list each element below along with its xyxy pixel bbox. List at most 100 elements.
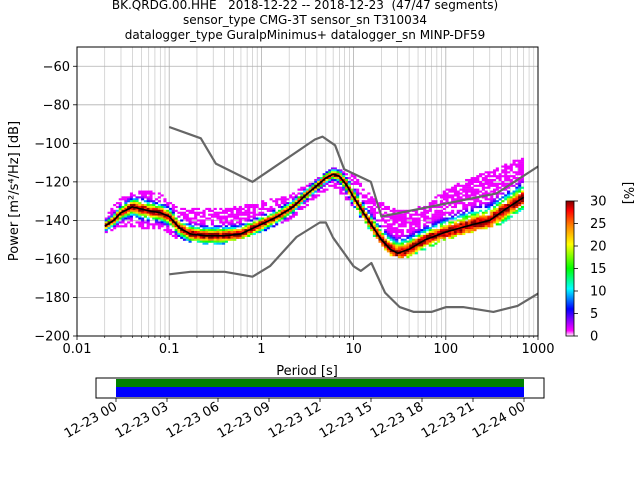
heatmap-cell <box>509 211 513 214</box>
heatmap-cell <box>403 254 407 257</box>
heatmap-cell <box>425 217 430 220</box>
heatmap-cell <box>498 177 502 180</box>
heatmap-cell <box>487 221 491 224</box>
heatmap-cell <box>495 167 499 170</box>
heatmap-cell <box>157 227 161 230</box>
heatmap-cell <box>208 238 212 241</box>
heatmap-cell <box>138 196 142 199</box>
heatmap-cell <box>400 221 404 224</box>
heatmap-cell <box>222 211 226 214</box>
heatmap-cell <box>322 188 326 191</box>
heatmap-cell <box>291 198 295 201</box>
heatmap-cell <box>291 202 295 205</box>
heatmap-cell <box>490 200 494 203</box>
heatmap-cell <box>434 242 438 245</box>
heatmap-cell <box>157 204 161 207</box>
heatmap-cell <box>244 211 248 214</box>
heatmap-cell <box>409 221 413 224</box>
heatmap-cell <box>456 230 460 234</box>
heatmap-cell <box>171 205 175 209</box>
heatmap-cell <box>280 217 284 220</box>
heatmap-cell <box>420 238 424 241</box>
heatmap-cell <box>286 205 290 209</box>
heatmap-cell <box>467 204 471 207</box>
heatmap-cell <box>230 223 234 226</box>
heatmap-cell <box>372 221 376 224</box>
heatmap-cell <box>479 227 483 230</box>
heatmap-cell <box>107 219 111 222</box>
heatmap-cell <box>107 217 111 220</box>
heatmap-cell <box>473 219 477 222</box>
heatmap-cell <box>445 219 449 222</box>
heatmap-cell <box>370 209 374 212</box>
heatmap-cell <box>135 215 139 218</box>
heatmap-cell <box>428 242 432 245</box>
heatmap-cell <box>230 209 234 212</box>
heatmap-cell <box>261 225 265 228</box>
heatmap-cell <box>110 219 114 222</box>
heatmap-cell <box>199 232 203 236</box>
heatmap-cell <box>166 230 170 234</box>
heatmap-cell <box>465 186 469 189</box>
heatmap-cell <box>439 196 444 199</box>
heatmap-cell <box>476 211 480 214</box>
heatmap-cell <box>386 232 390 236</box>
heatmap-cell <box>470 229 474 232</box>
heatmap-cell <box>512 205 516 209</box>
heatmap-cell <box>224 211 228 214</box>
heatmap-cell <box>275 211 279 214</box>
heatmap-cell <box>484 198 488 201</box>
heatmap-cell <box>185 209 189 212</box>
heatmap-cell <box>490 209 494 212</box>
heatmap-cell <box>155 219 159 222</box>
heatmap-cell <box>252 225 256 228</box>
coverage-tick-label: 12-23 15 <box>317 399 375 441</box>
heatmap-cell <box>453 198 457 201</box>
heatmap-cell <box>400 234 404 237</box>
heatmap-cell <box>495 186 499 189</box>
heatmap-cell <box>512 163 516 166</box>
heatmap-cell <box>512 196 516 199</box>
heatmap-cell <box>462 188 466 191</box>
heatmap-cell <box>381 204 385 207</box>
heatmap-cell <box>490 221 494 224</box>
heatmap-cell <box>398 225 402 228</box>
heatmap-cell <box>222 227 226 230</box>
heatmap-cell <box>437 229 441 232</box>
heatmap-cell <box>520 165 525 168</box>
heatmap-cell <box>481 225 485 228</box>
heatmap-cell <box>431 215 435 218</box>
heatmap-cell <box>501 221 505 224</box>
heatmap-cell <box>286 207 290 211</box>
heatmap-cell <box>138 221 142 224</box>
heatmap-cell <box>361 204 365 207</box>
heatmap-cell <box>439 236 444 239</box>
heatmap-cell <box>414 221 418 224</box>
heatmap-cell <box>451 230 455 234</box>
heatmap-cell <box>481 182 485 185</box>
heatmap-cell <box>356 178 360 182</box>
heatmap-cell <box>353 188 357 191</box>
heatmap-cell <box>423 230 427 234</box>
heatmap-cell <box>152 213 156 216</box>
heatmap-cell <box>143 190 147 193</box>
heatmap-cell <box>124 204 128 207</box>
heatmap-cell <box>378 219 382 222</box>
heatmap-cell <box>328 177 332 180</box>
heatmap-cell <box>110 223 114 226</box>
heatmap-cell <box>146 196 150 199</box>
heatmap-cell <box>249 211 254 214</box>
heatmap-cell <box>261 205 265 209</box>
heatmap-cell <box>484 192 488 195</box>
heatmap-cell <box>520 171 525 174</box>
heatmap-cell <box>520 161 525 164</box>
heatmap-cell <box>149 223 153 226</box>
heatmap-cell <box>487 223 491 226</box>
heatmap-cell <box>328 184 332 187</box>
heatmap-cell <box>216 213 220 216</box>
heatmap-cell <box>208 240 212 243</box>
heatmap-cell <box>263 227 268 230</box>
heatmap-cell <box>414 242 418 245</box>
heatmap-cell <box>350 196 354 199</box>
heatmap-cell <box>509 207 513 211</box>
